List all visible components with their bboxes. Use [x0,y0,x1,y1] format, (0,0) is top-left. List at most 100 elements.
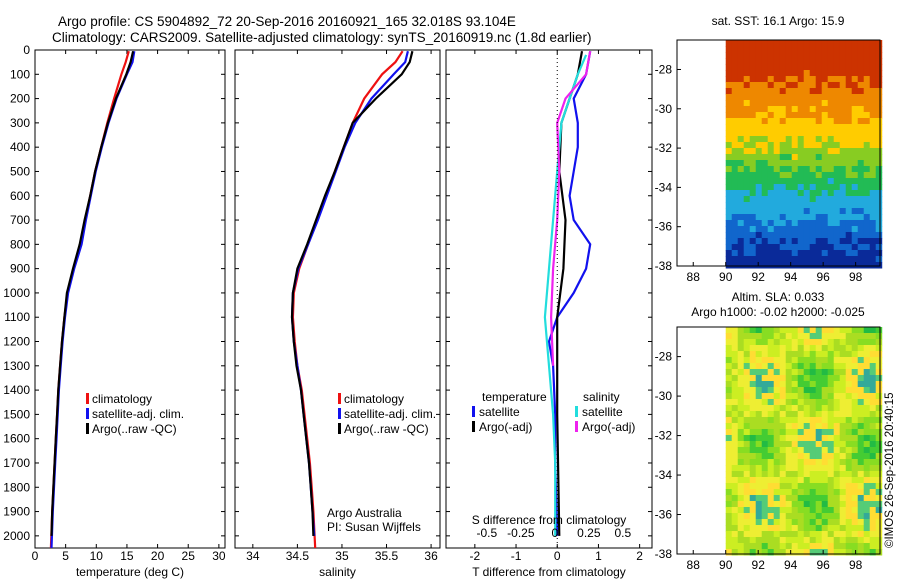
heatmap-cell [743,429,751,436]
heatmap-cell [791,148,799,155]
heatmap-cell [803,136,811,143]
heatmap-cell [779,375,787,382]
heatmap-cell [791,100,799,107]
x-tick-label: 0 [554,549,561,563]
heatmap-cell [797,441,805,448]
heatmap-cell [737,399,745,406]
heatmap-cell [815,483,823,490]
heatmap-cell [815,357,823,364]
heatmap-cell [809,178,817,185]
heatmap-cell [827,351,835,358]
heatmap-cell [803,196,811,203]
heatmap-cell [809,537,817,544]
heatmap-cell [869,453,877,460]
heatmap-cell [785,196,793,203]
heatmap-cell [827,345,835,352]
heatmap-cell [851,70,859,77]
heatmap-cell [797,64,805,71]
heatmap-cell [833,76,841,83]
y-tick-label: 1600 [3,432,30,446]
heatmap-cell [785,166,793,173]
heatmap-cell [773,525,781,532]
heatmap-cell [779,411,787,418]
heatmap-cell [809,411,817,418]
heatmap-cell [767,531,775,538]
heatmap-cell [821,244,829,251]
heatmap-cell [875,459,883,466]
heatmap-cell [791,142,799,149]
heatmap-cell [755,94,763,101]
heatmap-cell [749,495,757,502]
heatmap-cell [809,393,817,400]
heatmap-cell [737,130,745,137]
heatmap-cell [755,489,763,496]
heatmap-cell [863,423,871,430]
heatmap-cell [833,405,841,412]
heatmap-cell [791,345,799,352]
heatmap-cell [731,94,739,101]
heatmap-cell [839,64,847,71]
heatmap-cell [869,64,877,71]
heatmap-cell [863,166,871,173]
heatmap-cell [845,387,853,394]
heatmap-cell [755,369,763,376]
heatmap-cell [827,333,835,340]
heatmap-cell [779,429,787,436]
heatmap-cell [731,166,739,173]
heatmap-cell [869,154,877,161]
x-tick-label: 30 [212,549,226,563]
heatmap-cell [743,250,751,257]
heatmap-cell [785,411,793,418]
heatmap-cell [803,549,811,556]
heatmap-cell [773,82,781,89]
heatmap-cell [737,465,745,472]
heatmap-cell [749,178,757,185]
heatmap-cell [809,531,817,538]
heatmap-cell [875,423,883,430]
heatmap-cell [791,435,799,442]
heatmap-cell [851,417,859,424]
heatmap-cell [761,501,769,508]
heatmap-cell [839,106,847,113]
heatmap-cell [875,256,883,263]
heatmap-cell [809,70,817,77]
heatmap-cell [833,549,841,556]
heatmap-cell [851,513,859,520]
heatmap-cell [731,471,739,478]
heatmap-cell [767,40,775,47]
heatmap-cell [755,507,763,514]
heatmap-cell [815,381,823,388]
heatmap-cell [851,405,859,412]
y-tick-label: 700 [10,213,30,227]
heatmap-cell [857,166,865,173]
heatmap-cell [755,537,763,544]
heatmap-cell [737,76,745,83]
heatmap-cell [863,405,871,412]
heatmap-cell [773,453,781,460]
heatmap-cell [749,525,757,532]
heatmap-cell [827,435,835,442]
heatmap-cell [821,154,829,161]
heatmap-cell [791,88,799,95]
heatmap-cell [743,64,751,71]
heatmap-cell [797,429,805,436]
x2-tick-label: 0 [551,526,558,540]
heatmap-cell [749,208,757,215]
heatmap-cell [797,148,805,155]
heatmap-cell [827,339,835,346]
heatmap-cell [731,435,739,442]
heatmap-cell [779,70,787,77]
heatmap-cell [731,196,739,203]
y-tick-label: 100 [10,67,30,81]
heatmap-cell [791,76,799,83]
legend-swatch [575,406,578,417]
heatmap-cell [779,531,787,538]
heatmap-cell [749,232,757,239]
heatmap-cell [845,124,853,131]
heatmap-cell [809,333,817,340]
heatmap-cell [737,106,745,113]
heatmap-cell [857,256,865,263]
heatmap-cell [875,345,883,352]
heatmap-cell [725,435,733,442]
heatmap-cell [833,118,841,125]
